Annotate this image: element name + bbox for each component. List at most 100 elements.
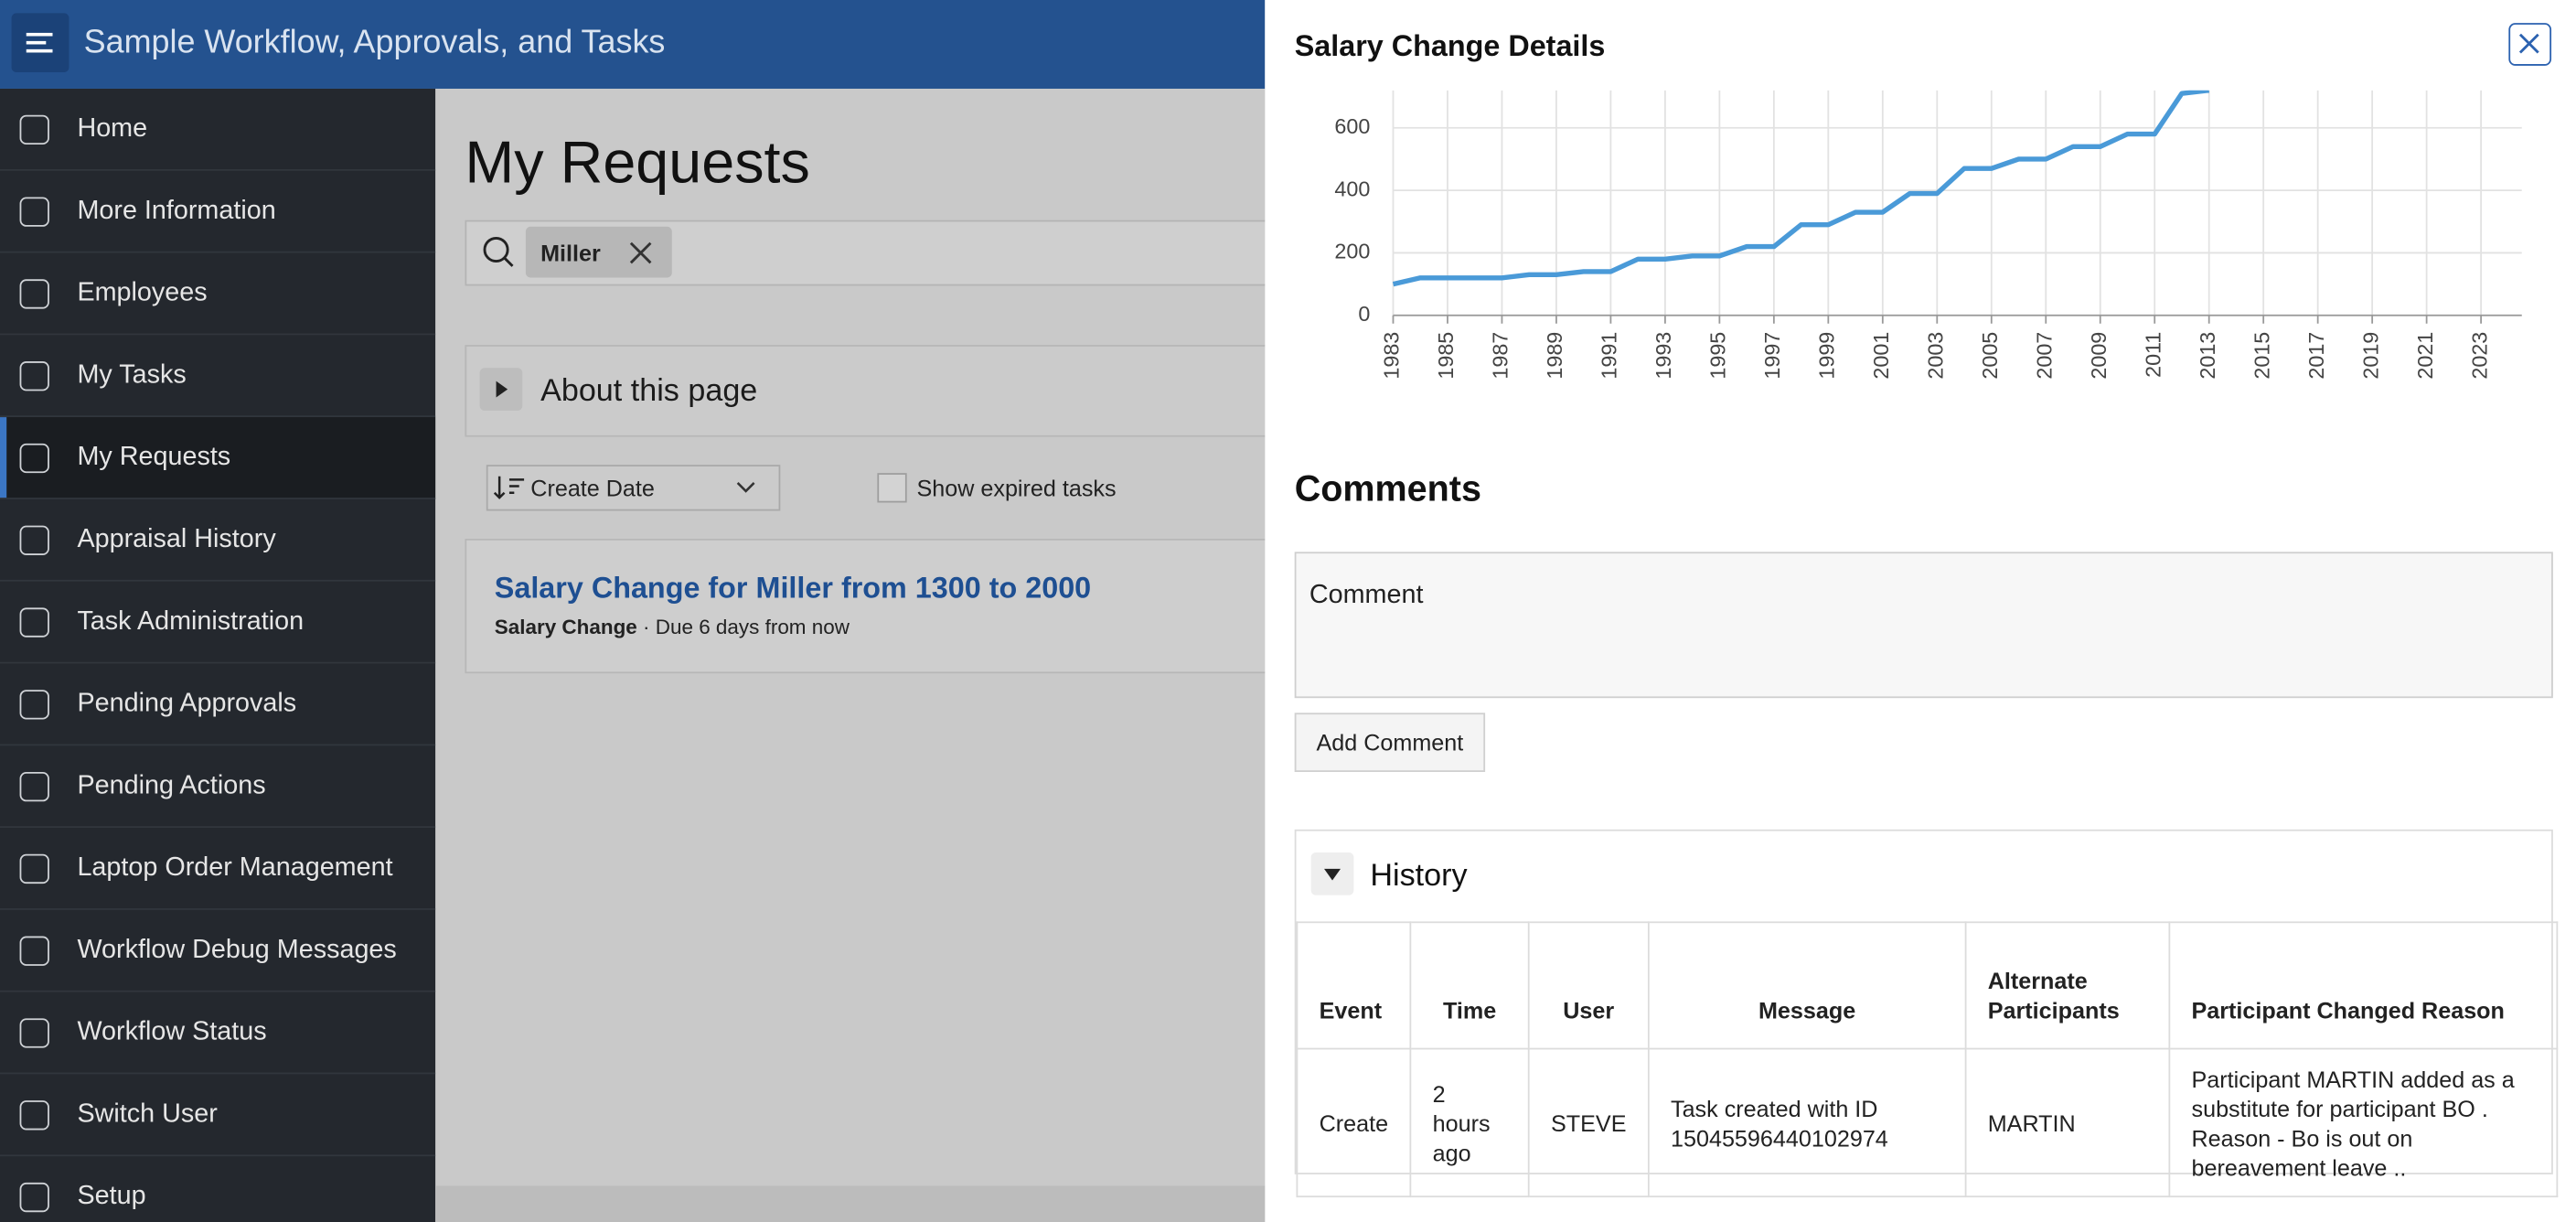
table-cell: MARTIN — [1964, 1047, 2171, 1198]
request-type: Salary Change — [494, 616, 637, 639]
panel-header — [1265, 0, 2576, 89]
nav-label: Appraisal History — [77, 524, 276, 553]
x-tick-label: 1987 — [1489, 332, 1512, 380]
comments-heading: Comments — [1294, 467, 1481, 509]
nav-label: My Tasks — [77, 360, 187, 389]
x-tick-label: 1997 — [1760, 332, 1784, 380]
search-icon — [483, 236, 514, 267]
x-tick-label: 2005 — [1978, 332, 2002, 380]
chip-remove[interactable] — [627, 240, 654, 266]
salary-line — [1392, 90, 2210, 287]
x-tick-label: 2003 — [1923, 332, 1947, 380]
x-tick-label: 1989 — [1543, 332, 1566, 380]
x-tick-label: 2019 — [2358, 332, 2382, 380]
column-header: Alternate Participants — [1964, 921, 2171, 1050]
nav-item[interactable]: Laptop Order Management — [0, 828, 436, 910]
request-card — [465, 538, 1290, 674]
nav-icon — [19, 1017, 49, 1047]
collapse-button[interactable] — [1310, 852, 1354, 895]
nav-label: Workflow Debug Messages — [77, 935, 397, 964]
nav-item[interactable]: Home — [0, 89, 436, 171]
x-tick-label: 2011 — [2141, 332, 2164, 378]
table-cell: STEVE — [1527, 1047, 1650, 1198]
nav-icon — [19, 852, 49, 884]
close-button[interactable] — [2508, 23, 2552, 66]
nav-item[interactable]: My Tasks — [0, 335, 436, 418]
nav-label: Pending Actions — [77, 771, 266, 799]
nav-icon — [19, 689, 49, 719]
x-tick-label: 2021 — [2413, 332, 2437, 380]
nav-item[interactable]: Workflow Status — [0, 992, 436, 1075]
checkbox-label: Show expired tasks — [916, 474, 1117, 501]
x-tick-label: 1999 — [1815, 332, 1839, 380]
nav-item[interactable]: Employees — [0, 253, 436, 336]
sort-select[interactable] — [486, 465, 781, 511]
x-tick-label: 2007 — [2032, 332, 2056, 380]
nav-icon — [19, 771, 49, 801]
salary-chart: 0 200 400 600 1983 1985 1987 1989 1991 1993 1995 19… — [1334, 90, 2522, 380]
expand-button[interactable] — [479, 368, 523, 411]
x-tick-label: 1993 — [1651, 332, 1675, 380]
nav-icon — [19, 524, 49, 555]
nav-icon — [19, 1182, 49, 1212]
about-region — [465, 345, 1290, 437]
nav-item[interactable]: Pending Actions — [0, 745, 436, 829]
nav-label: Switch User — [77, 1099, 218, 1128]
x-tick-label: 2001 — [1869, 332, 1893, 380]
request-due: · Due 6 days from now — [643, 616, 850, 639]
table-cell: 2 hours ago — [1409, 1047, 1530, 1198]
search-chip[interactable] — [525, 226, 672, 278]
menu-button[interactable] — [11, 13, 69, 73]
x-tick-label: 2013 — [2196, 332, 2219, 380]
comment-input[interactable] — [1294, 552, 2553, 699]
history-title: History — [1370, 859, 1468, 894]
nav-icon — [19, 606, 49, 637]
panel-title: Salary Change Details — [1294, 29, 1606, 63]
nav-item[interactable]: My Requests — [0, 417, 436, 499]
request-link[interactable]: Salary Change for Miller from 1300 to 20… — [494, 571, 1092, 605]
checkbox[interactable] — [877, 473, 907, 503]
nav-item[interactable]: More Information — [0, 171, 436, 253]
x-tick-label: 1995 — [1706, 332, 1730, 380]
nav-label: Workflow Status — [77, 1017, 267, 1045]
comment-placeholder: Comment — [1309, 581, 1424, 610]
nav-label: Pending Approvals — [77, 689, 297, 717]
add-comment-button[interactable]: Add Comment — [1294, 713, 1486, 772]
column-header: Time — [1409, 921, 1530, 1050]
column-header: Participant Changed Reason — [2168, 921, 2559, 1050]
y-tick-label: 400 — [1334, 177, 1370, 200]
column-header: User — [1527, 921, 1650, 1050]
column-header: Message — [1647, 921, 1967, 1050]
y-tick-label: 0 — [1358, 302, 1370, 326]
nav-icon — [19, 278, 49, 308]
nav-item[interactable]: Appraisal History — [0, 499, 436, 582]
table-row: Create 2 hours ago STEVE Task created with … — [1296, 1047, 2559, 1198]
nav-item[interactable]: Switch User — [0, 1074, 436, 1157]
request-meta: Salary Change · Due 6 days from now — [495, 616, 850, 638]
nav-icon — [19, 442, 49, 473]
nav-item[interactable]: Workflow Debug Messages — [0, 910, 436, 992]
app-title: Sample Workflow, Approvals, and Tasks — [83, 24, 666, 61]
header — [0, 0, 1266, 89]
nav-icon — [19, 1099, 49, 1130]
nav-item[interactable]: Task Administration — [0, 582, 436, 664]
nav-item[interactable]: Setup — [0, 1156, 435, 1222]
about-title: About this page — [540, 374, 758, 410]
nav-label: Task Administration — [77, 606, 305, 636]
column-header: Event — [1296, 921, 1412, 1050]
nav-icon — [19, 196, 49, 226]
nav-icon — [19, 113, 49, 145]
table-cell: Task created with ID 15045596440102974 — [1647, 1047, 1967, 1198]
nav-label: More Information — [77, 196, 276, 225]
nav-item[interactable]: Pending Approvals — [0, 663, 436, 746]
chip-text: Miller — [540, 240, 601, 266]
page-title: My Requests — [465, 128, 810, 196]
x-tick-label: 2017 — [2304, 332, 2328, 380]
y-tick-label: 200 — [1334, 240, 1370, 263]
history-table: Event Time User Message Alternate Participan… — [1296, 921, 2559, 1198]
nav-label: Setup — [77, 1182, 146, 1210]
x-tick-label: 1991 — [1598, 332, 1621, 380]
x-tick-label: 2015 — [2250, 332, 2273, 380]
